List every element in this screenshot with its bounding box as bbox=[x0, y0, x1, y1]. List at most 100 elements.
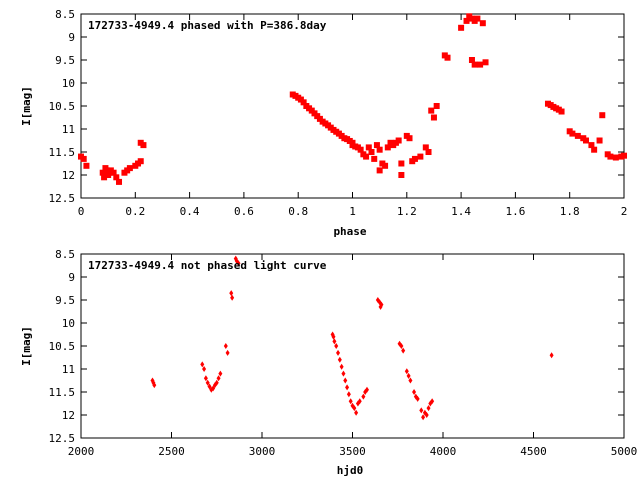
phased-data-point bbox=[357, 146, 364, 153]
unphased-x-tick-label: 4000 bbox=[430, 445, 457, 458]
phased-x-tick-label: 1.2 bbox=[397, 205, 417, 218]
phased-x-tick-label: 1 bbox=[349, 205, 356, 218]
unphased-y-tick-label: 12.5 bbox=[49, 432, 76, 445]
unphased-data-point bbox=[332, 338, 337, 345]
phased-data-point bbox=[591, 146, 598, 153]
phased-data-point bbox=[80, 155, 87, 162]
phased-x-tick-label: 1.8 bbox=[560, 205, 580, 218]
phased-data-point bbox=[463, 17, 470, 24]
unphased-data-point bbox=[331, 333, 336, 340]
phased-data-point bbox=[363, 153, 370, 160]
unphased-data-point bbox=[214, 379, 219, 386]
phased-data-point bbox=[406, 135, 413, 142]
unphased-data-point bbox=[421, 414, 426, 421]
unphased-x-tick-label: 2000 bbox=[68, 445, 95, 458]
phased-plot-frame bbox=[80, 13, 625, 199]
phased-data-point bbox=[376, 167, 383, 174]
unphased-data-point bbox=[205, 379, 210, 386]
unphased-data-point bbox=[354, 409, 359, 416]
phased-data-point bbox=[458, 24, 465, 31]
phased-data-point bbox=[582, 137, 589, 144]
phased-data-point bbox=[417, 153, 424, 160]
phased-y-tick-label: 8.5 bbox=[55, 8, 75, 21]
unphased-data-point bbox=[419, 407, 424, 414]
unphased-y-tick-labels: 8.5 9 9.5 10 10.5 11 11.5 12 12.5 bbox=[49, 248, 76, 445]
phased-data-point bbox=[588, 142, 595, 149]
unphased-data-point bbox=[348, 398, 353, 405]
phased-data-point bbox=[430, 114, 437, 121]
unphased-data-point bbox=[426, 405, 431, 412]
unphased-data-point bbox=[415, 395, 420, 402]
phased-data-point bbox=[621, 152, 627, 159]
phased-data-point bbox=[365, 144, 372, 151]
phased-data-point bbox=[468, 57, 475, 63]
phased-data-point bbox=[99, 169, 106, 176]
phased-y-axis-label: I[mag] bbox=[20, 86, 33, 126]
phased-data-point bbox=[371, 155, 378, 162]
phased-x-tick-label: 0 bbox=[78, 205, 85, 218]
phased-data-point bbox=[101, 174, 108, 181]
phased-x-tick-label: 0.6 bbox=[234, 205, 254, 218]
unphased-data-point bbox=[412, 389, 417, 395]
unphased-data-point bbox=[408, 377, 413, 384]
unphased-data-point bbox=[345, 384, 350, 391]
phased-data-point bbox=[137, 158, 144, 165]
phased-chart-title: 172733-4949.4 phased with P=386.8day bbox=[88, 19, 327, 32]
phased-data-point bbox=[433, 103, 440, 109]
phased-data-point bbox=[444, 54, 451, 61]
phased-data-point bbox=[471, 61, 478, 68]
phased-data-point bbox=[612, 154, 619, 161]
unphased-data-point bbox=[404, 368, 409, 375]
phased-data-point bbox=[126, 165, 133, 172]
phased-y-tick-label: 9 bbox=[68, 31, 75, 44]
phased-data-point bbox=[384, 144, 391, 151]
unphased-y-tick-label: 8.5 bbox=[55, 248, 75, 261]
unphased-data-point bbox=[202, 366, 207, 372]
phased-data-point bbox=[300, 99, 307, 106]
phased-y-tick-label: 10 bbox=[62, 77, 75, 90]
unphased-y-tick-label: 11.5 bbox=[49, 386, 76, 399]
phased-data-point bbox=[569, 130, 576, 137]
phased-ticks bbox=[80, 13, 625, 199]
unphased-data-point bbox=[424, 412, 429, 418]
unphased-data-point bbox=[339, 363, 344, 370]
phased-data-point bbox=[373, 142, 380, 149]
unphased-data-point bbox=[229, 290, 234, 297]
phased-data-point bbox=[398, 160, 405, 167]
unphased-data-point bbox=[399, 343, 404, 349]
phased-data-point bbox=[596, 137, 603, 144]
unphased-data-point bbox=[334, 343, 339, 349]
unphased-data-point bbox=[230, 294, 235, 301]
phased-data-point bbox=[558, 108, 565, 115]
phased-x-tick-label: 1.6 bbox=[505, 205, 525, 218]
phased-x-axis-label: phase bbox=[333, 225, 366, 238]
unphased-y-tick-label: 12 bbox=[62, 409, 75, 422]
unphased-x-tick-label: 3500 bbox=[339, 445, 366, 458]
phased-y-tick-label: 9.5 bbox=[55, 54, 75, 67]
phased-data-point bbox=[398, 172, 405, 178]
unphased-data-point bbox=[200, 361, 205, 368]
unphased-data-point bbox=[430, 398, 435, 405]
phased-x-tick-label: 0.4 bbox=[180, 205, 200, 218]
unphased-data-point bbox=[361, 393, 366, 400]
phased-data-point bbox=[474, 15, 481, 22]
unphased-y-axis-label: I[mag] bbox=[20, 326, 33, 366]
unphased-data-point bbox=[346, 391, 351, 398]
unphased-data-point bbox=[341, 370, 346, 377]
unphased-chart: 2000 2500 3000 3500 4000 4500 5000 8.5 9 9.5 10 10… bbox=[20, 248, 637, 477]
unphased-data-point bbox=[225, 349, 230, 356]
phased-data-point bbox=[116, 178, 123, 185]
phased-x-tick-label: 1.4 bbox=[451, 205, 471, 218]
phased-data-point bbox=[599, 112, 606, 119]
unphased-y-tick-label: 9.5 bbox=[55, 294, 75, 307]
phased-points bbox=[78, 13, 627, 185]
phased-x-tick-labels: 0 0.2 0.4 0.6 0.8 1 1.2 1.4 1.6 1.8 2 bbox=[78, 205, 628, 218]
unphased-points bbox=[150, 255, 554, 421]
phased-data-point bbox=[482, 59, 489, 66]
unphased-data-point bbox=[357, 398, 362, 405]
unphased-y-tick-label: 11 bbox=[62, 363, 75, 376]
phased-data-point bbox=[607, 153, 614, 160]
unphased-data-point bbox=[549, 352, 554, 359]
phased-data-point bbox=[368, 149, 375, 155]
